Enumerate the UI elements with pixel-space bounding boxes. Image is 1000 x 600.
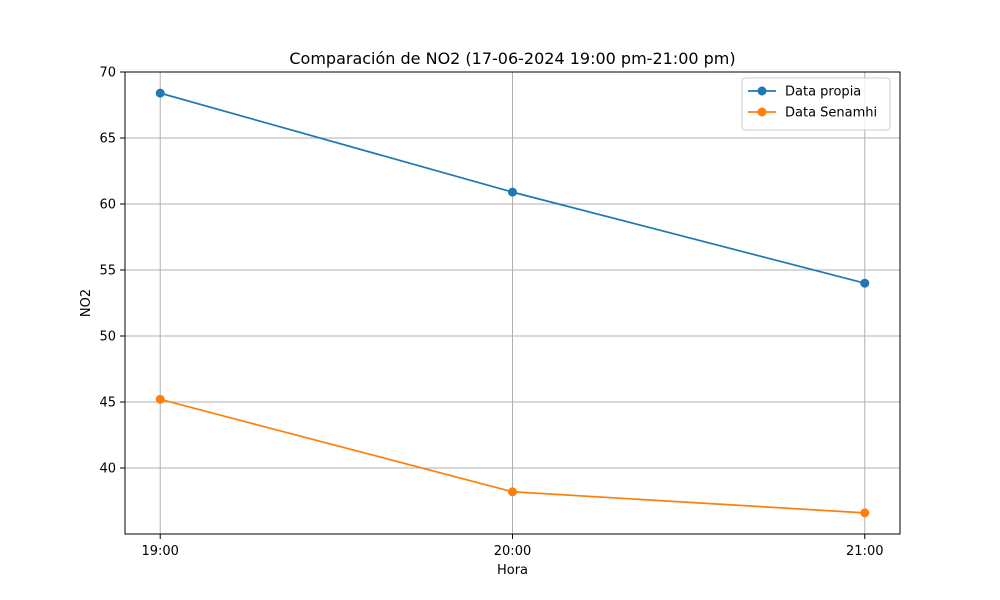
legend: Data propia Data Senamhi [741,77,891,131]
legend-label: Data Senamhi [785,106,877,121]
y-tick-label: 65 [99,132,116,147]
data-point [508,187,517,197]
y-tick-label: 40 [99,462,116,477]
legend-box [741,77,891,131]
data-point [155,394,165,404]
y-axis-label: NO2 [79,289,94,317]
legend-marker [757,107,767,117]
series-layer [155,88,870,518]
x-axis-label: Hora [497,563,528,578]
data-point [860,508,870,518]
x-tick-label: 19:00 [141,544,178,559]
chart-title: Comparación de NO2 (17-06-2024 19:00 pm-… [289,49,735,68]
series-0 [155,88,870,288]
series-1 [155,394,870,518]
y-tick-label: 45 [99,396,116,411]
ticks-layer: 19:00 20:00 21:00 40 45 50 55 60 65 70 [99,66,883,560]
y-tick-label: 55 [99,264,116,279]
y-tick-label: 50 [99,330,116,345]
x-tick-label: 21:00 [846,544,883,559]
y-tick-label: 70 [99,66,116,81]
y-tick-label: 60 [99,198,116,213]
legend-label: Data propia [785,85,861,100]
data-point [508,487,517,497]
data-point [860,278,870,288]
x-tick-label: 20:00 [494,544,531,559]
legend-marker [757,86,767,96]
data-point [155,88,165,98]
